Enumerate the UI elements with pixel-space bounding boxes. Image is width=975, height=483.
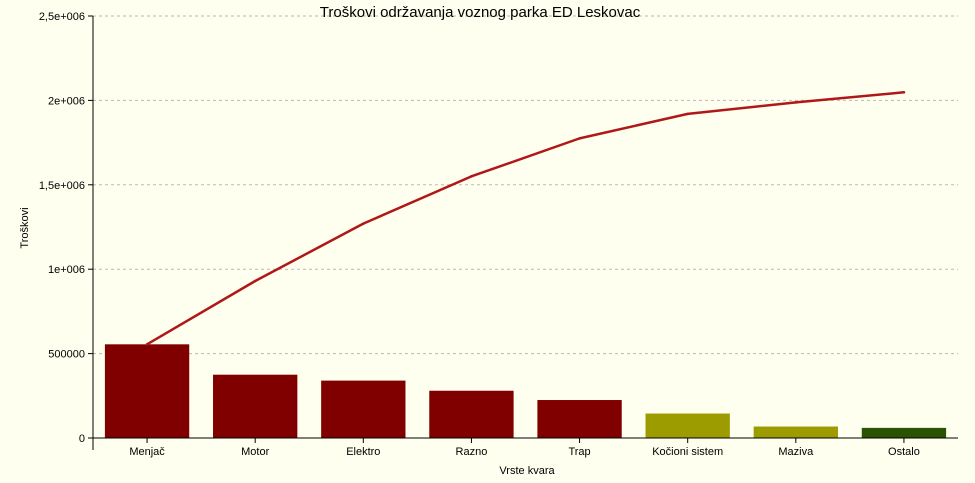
axis-layer: 0 500000 1e+006 1,5e+006 2e+006 2,5e+006 Menja… [39,11,958,458]
bar-layer [104,344,947,438]
line-point [362,222,365,225]
line-point [686,112,689,116]
bar [861,427,947,438]
x-tick-label: Elektro [346,446,380,458]
bar [321,380,406,438]
bar [753,426,838,438]
cumulative-line [146,91,905,346]
y-tick-label: 1e+006 [48,264,85,276]
y-axis-title: Troškovi [19,207,31,248]
y-tick-label: 2e+006 [48,95,85,107]
x-tick-label: Menjač [129,446,165,458]
line-layer [145,90,906,346]
y-tick-label: 0 [79,433,85,445]
x-tick-label: Ostalo [888,446,920,458]
bar [645,413,730,438]
line-point [794,101,798,104]
x-tick-label: Maziva [778,446,814,458]
chart-title: Troškovi održavanja voznog parka ED Lesk… [320,4,641,21]
bar [537,400,622,438]
line-point [253,279,257,283]
y-tick-label: 500000 [48,349,85,361]
grid-layer [93,15,958,355]
line-point [902,90,906,94]
x-tick-label: Motor [241,446,269,458]
x-tick-label: Trap [568,446,590,458]
y-tick-label: 1,5e+006 [39,180,85,192]
line-point [145,343,149,346]
x-tick-label: Kočioni sistem [652,446,723,458]
x-tick-label: Razno [456,446,488,458]
bar [213,374,298,438]
y-tick-label: 2,5e+006 [39,11,85,23]
bar [104,344,190,438]
bar [429,390,514,438]
line-point [578,137,581,140]
x-axis-title: Vrste kvara [499,465,555,477]
line-point [470,175,473,178]
